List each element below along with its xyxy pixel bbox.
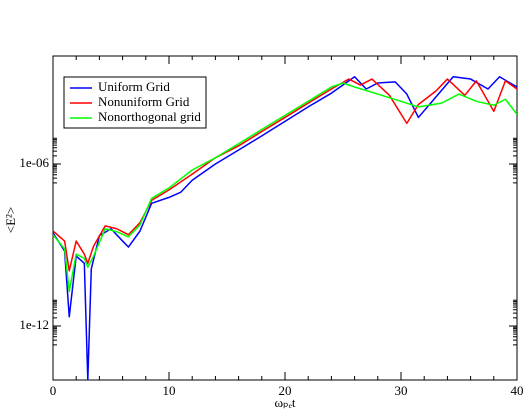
legend-label: Uniform Grid [98,79,170,94]
x-tick-label: 20 [279,383,292,398]
series-line [53,78,517,272]
x-tick-label: 10 [163,383,176,398]
y-tick-label: 1e-12 [19,317,49,332]
x-tick-label: 30 [395,383,408,398]
x-tick-label: 0 [50,383,57,398]
x-tick-label: 40 [511,383,524,398]
plot-area [53,76,517,380]
series-line [53,76,517,380]
y-axis-label: <E²> [3,207,18,234]
legend-label: Nonorthogonal grid [98,109,201,124]
x-axis-label: ωₚₑt [274,395,295,410]
series-line [53,82,517,293]
y-tick-label: 1e-06 [19,155,49,170]
legend-label: Nonuniform Grid [98,94,190,109]
legend-box [63,76,207,129]
